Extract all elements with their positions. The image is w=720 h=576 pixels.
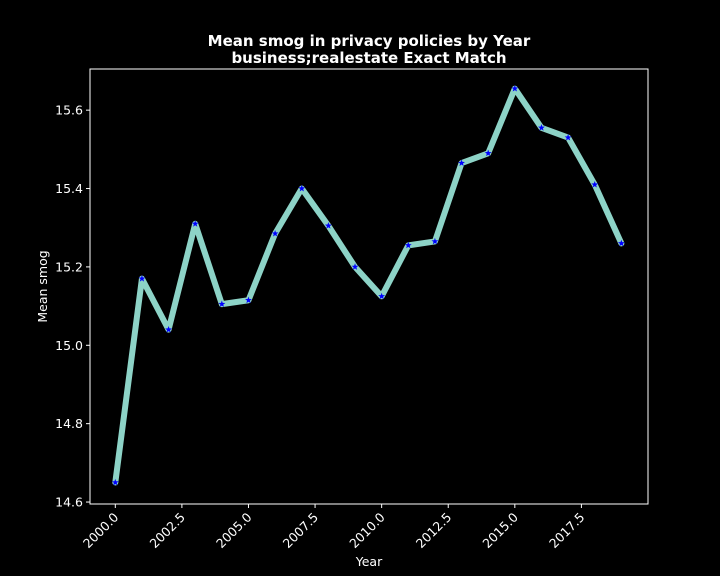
data-point — [378, 292, 386, 300]
data-point — [298, 184, 306, 192]
data-point — [324, 222, 332, 229]
data-point — [111, 478, 119, 486]
data-point — [617, 239, 625, 247]
data-point — [165, 326, 172, 333]
x-axis-label: Year — [355, 554, 383, 569]
data-point — [404, 241, 412, 249]
data-point — [245, 296, 252, 304]
y-tick-label: 15.6 — [55, 103, 83, 118]
data-point — [484, 149, 492, 157]
data-point — [271, 229, 279, 237]
series-line — [112, 85, 625, 486]
data-point — [191, 220, 199, 227]
data-point — [538, 124, 545, 131]
data-point — [564, 133, 572, 141]
y-tick-label: 15.2 — [55, 259, 83, 274]
plot-frame — [89, 68, 649, 505]
data-point — [458, 159, 465, 166]
y-axis-label: Mean smog — [35, 250, 50, 322]
data-point — [218, 300, 226, 308]
y-tick-label: 15.4 — [55, 181, 83, 196]
y-axis-ticks: 14.6 14.8 15.0 15.2 15.4 15.6 — [55, 103, 90, 510]
y-tick-label: 15.0 — [55, 338, 83, 353]
chart-title-line-2: business;realestate Exact Match — [231, 49, 506, 67]
series-layer — [111, 84, 625, 486]
data-point — [138, 275, 146, 282]
data-point — [511, 84, 519, 92]
data-point — [431, 237, 439, 245]
data-point — [351, 263, 359, 270]
data-point — [591, 181, 599, 188]
y-tick-label: 14.6 — [55, 495, 83, 510]
y-tick-label: 14.8 — [55, 416, 83, 431]
chart-title-line-1: Mean smog in privacy policies by Year — [208, 32, 531, 50]
